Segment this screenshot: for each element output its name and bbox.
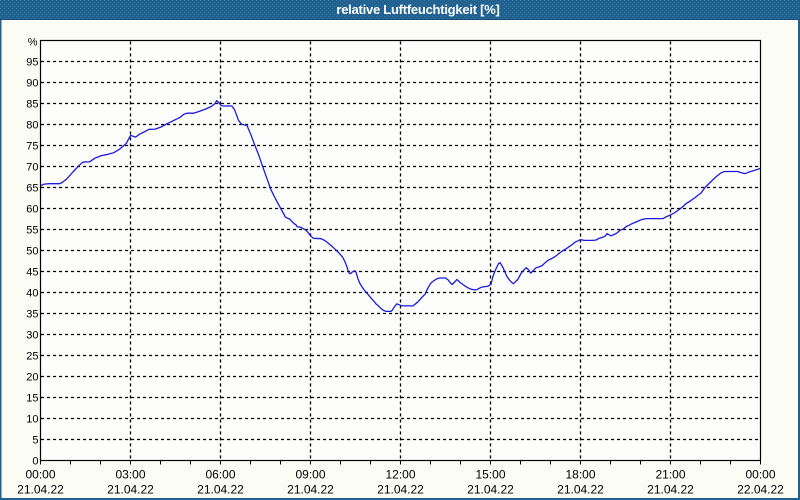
svg-text:18:00: 18:00 bbox=[565, 468, 595, 482]
svg-text:45: 45 bbox=[26, 267, 38, 279]
svg-text:5: 5 bbox=[32, 435, 38, 447]
svg-text:21.04.22: 21.04.22 bbox=[287, 483, 334, 497]
svg-text:21:00: 21:00 bbox=[655, 468, 685, 482]
svg-text:90: 90 bbox=[26, 78, 38, 90]
svg-text:12:00: 12:00 bbox=[385, 468, 415, 482]
svg-text:70: 70 bbox=[26, 162, 38, 174]
svg-text:21.04.22: 21.04.22 bbox=[107, 483, 154, 497]
svg-text:55: 55 bbox=[26, 225, 38, 237]
svg-text:21.04.22: 21.04.22 bbox=[17, 483, 64, 497]
svg-text:60: 60 bbox=[26, 204, 38, 216]
svg-text:20: 20 bbox=[26, 372, 38, 384]
svg-text:95: 95 bbox=[26, 57, 38, 69]
svg-text:10: 10 bbox=[26, 414, 38, 426]
svg-text:21.04.22: 21.04.22 bbox=[557, 483, 604, 497]
svg-text:21.04.22: 21.04.22 bbox=[377, 483, 424, 497]
svg-text:80: 80 bbox=[26, 120, 38, 132]
svg-text:00:00: 00:00 bbox=[25, 468, 55, 482]
svg-text:50: 50 bbox=[26, 246, 38, 258]
svg-text:21.04.22: 21.04.22 bbox=[467, 483, 514, 497]
svg-text:75: 75 bbox=[26, 141, 38, 153]
svg-text:%: % bbox=[28, 37, 38, 49]
svg-text:30: 30 bbox=[26, 330, 38, 342]
svg-text:21.04.22: 21.04.22 bbox=[197, 483, 244, 497]
svg-text:65: 65 bbox=[26, 183, 38, 195]
svg-text:relative Luftfeuchtigkeit [%]: relative Luftfeuchtigkeit [%] bbox=[336, 2, 499, 17]
svg-text:15: 15 bbox=[26, 393, 38, 405]
svg-text:09:00: 09:00 bbox=[295, 468, 325, 482]
svg-text:03:00: 03:00 bbox=[115, 468, 145, 482]
svg-text:25: 25 bbox=[26, 351, 38, 363]
svg-text:00:00: 00:00 bbox=[745, 468, 775, 482]
svg-text:40: 40 bbox=[26, 288, 38, 300]
svg-text:22.04.22: 22.04.22 bbox=[737, 483, 784, 497]
svg-text:06:00: 06:00 bbox=[205, 468, 235, 482]
svg-text:35: 35 bbox=[26, 309, 38, 321]
svg-text:15:00: 15:00 bbox=[475, 468, 505, 482]
svg-text:21.04.22: 21.04.22 bbox=[647, 483, 694, 497]
svg-text:85: 85 bbox=[26, 99, 38, 111]
svg-text:0: 0 bbox=[32, 456, 38, 468]
